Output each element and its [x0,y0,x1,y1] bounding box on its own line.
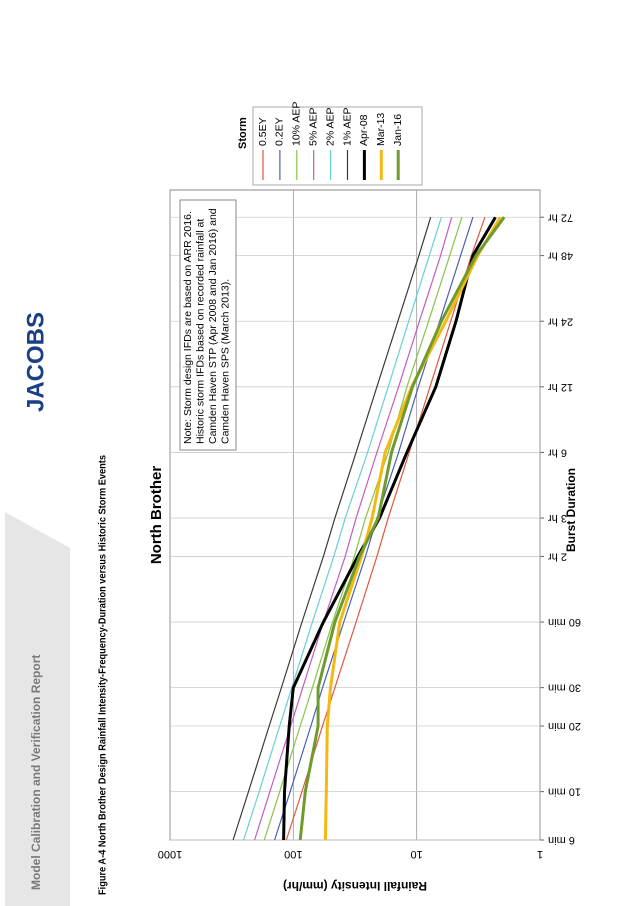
legend-label: 1% AEP [341,107,353,146]
legend-label: Jan-16 [392,114,404,146]
legend-label: 0.5EY [257,117,269,146]
rotated-page: Model Calibration and Verification Repor… [5,102,581,906]
note-box [179,199,237,451]
series-line [323,216,502,841]
x-tick-label: 6 hr [548,447,567,459]
chart-title: North Brother [148,466,165,564]
x-tick-label: 48 hr [548,250,573,262]
legend-label: 10% AEP [291,102,303,146]
note-line: Camden Haven SPS (March 2013). [219,279,231,444]
x-tick-label: 12 hr [548,381,573,393]
note-line: Historic storm IFDs based on recorded ra… [194,219,206,444]
series-line [232,217,432,841]
x-tick-label: 60 min [548,616,581,628]
y-tick-label: 1000 [158,848,182,860]
series-line [298,216,506,841]
x-tick-label: 72 hr [548,211,573,223]
y-tick-label: 10 [411,848,423,860]
legend-label: Mar-13 [375,113,387,146]
x-tick-label: 3 hr [548,512,567,524]
logo: JACOBS [22,312,49,412]
y-axis-title: Rainfall Intensity (mm/hr) [283,879,427,893]
x-tick-label: 10 min [548,786,581,798]
series-line [243,217,442,841]
x-tick-label: 6 min [548,834,575,846]
y-tick-label: 100 [284,848,302,860]
legend-label: Apr-08 [358,114,370,146]
y-tick-label: 1 [537,848,543,860]
series-line [274,217,474,841]
legend-label: 0.2EY [274,117,286,146]
figure-caption: Figure A-4 North Brother Design Rainfall… [98,455,109,895]
legend-box [252,106,423,186]
x-tick-label: 30 min [548,682,581,694]
x-axis-title: Burst Duration [564,468,578,552]
x-tick-label: 24 hr [548,315,573,327]
note-line: Note: Storm design IFDs are based on ARR… [182,211,194,444]
series-line [263,217,463,841]
x-tick-label: 20 min [548,720,581,732]
note-line: Camden Haven STP (Apr 2008 and Jan 2016)… [207,208,219,444]
header-tab [5,512,70,906]
report-title: Model Calibration and Verification Repor… [29,655,43,890]
legend-label: 2% AEP [324,107,336,146]
legend-label: 5% AEP [307,107,319,146]
series-line [285,217,486,841]
legend-title: Storm [237,117,249,149]
x-tick-label: 2 hr [548,551,567,563]
